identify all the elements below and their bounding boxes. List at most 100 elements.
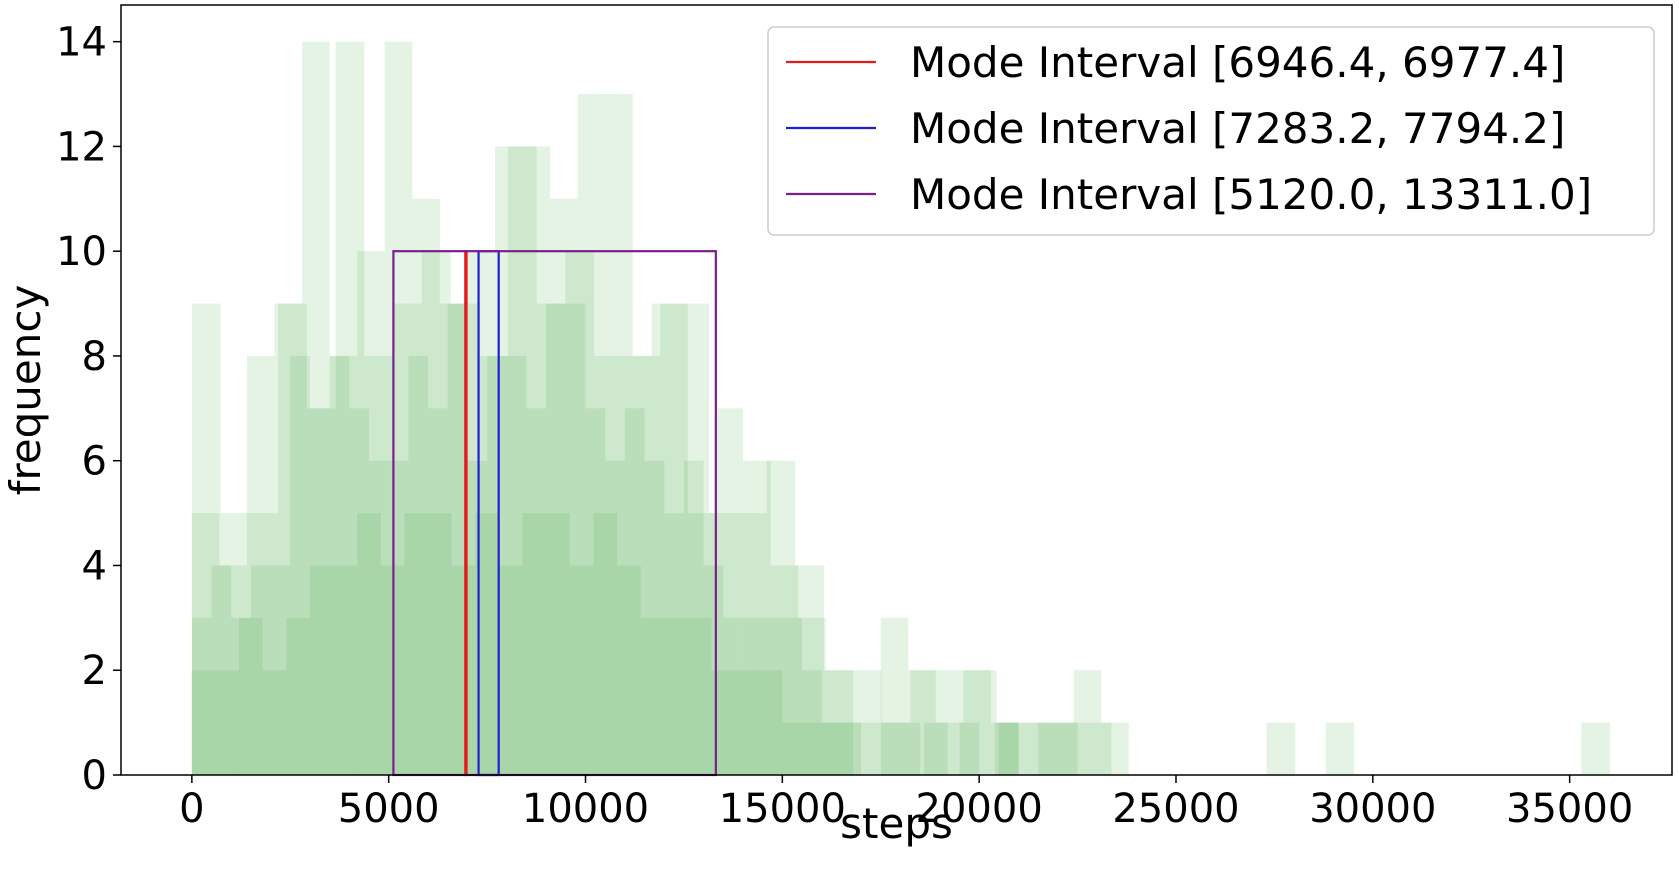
histogram-bar — [624, 408, 645, 775]
histogram-bar — [447, 303, 468, 775]
histogram-bar — [1101, 722, 1129, 775]
histogram-bar — [798, 617, 826, 775]
histogram-bar — [1025, 722, 1054, 775]
histogram-bar — [998, 722, 1019, 775]
histogram-bar — [852, 670, 882, 775]
histogram-bar — [467, 251, 495, 775]
y-tick-label: 10 — [56, 229, 107, 275]
histogram-bar — [782, 617, 803, 775]
x-axis-label: steps — [840, 799, 953, 848]
histogram-bar — [841, 722, 862, 775]
y-tick-label: 8 — [82, 334, 107, 380]
histogram-bars — [191, 41, 1611, 776]
histogram-bar — [412, 198, 440, 776]
histogram-bar — [821, 722, 842, 775]
legend-label: Mode Interval [7283.2, 7794.2] — [910, 104, 1565, 153]
histogram-bar — [569, 565, 594, 775]
histogram-bar — [1038, 722, 1058, 775]
histogram-bar — [829, 722, 854, 775]
histogram-bar — [687, 513, 716, 775]
legend-label: Mode Interval [6946.4, 6977.4] — [910, 38, 1565, 87]
x-tick-label: 0 — [179, 786, 204, 832]
x-tick-label: 5000 — [338, 786, 440, 832]
histogram-bar — [994, 722, 1019, 775]
histogram-bar — [250, 565, 271, 775]
histogram-bar — [782, 722, 806, 775]
histogram-bar — [594, 355, 623, 775]
histogram-bar — [479, 355, 508, 775]
histogram-bar — [664, 617, 688, 775]
histogram-bar — [262, 670, 287, 775]
histogram-bar — [335, 41, 365, 775]
histogram-bar — [802, 670, 822, 775]
histogram-bar — [735, 670, 759, 775]
histogram-bar — [908, 670, 936, 775]
mode-interval-box — [464, 250, 468, 777]
y-tick-label: 0 — [82, 753, 107, 799]
histogram-bar — [660, 303, 688, 775]
histogram-bar — [1018, 722, 1047, 775]
histogram-bar — [737, 513, 767, 775]
histogram-bar — [617, 565, 641, 775]
histogram-bar — [309, 408, 330, 775]
histogram-bar — [651, 303, 681, 775]
histogram-bar — [421, 251, 451, 775]
histogram-bar — [605, 94, 633, 776]
plot-frame — [120, 4, 1673, 776]
histogram-bar — [1082, 722, 1112, 775]
histogram-bar — [329, 355, 350, 775]
histogram-bar — [467, 460, 488, 775]
histogram-bar — [191, 303, 221, 775]
histogram-bar — [191, 617, 212, 775]
histogram-bar — [550, 198, 578, 776]
histogram-bar — [881, 722, 911, 775]
histogram-bar — [404, 513, 429, 775]
histogram-bar — [451, 565, 476, 775]
histogram-bar — [963, 670, 991, 775]
histogram-bar — [680, 303, 710, 775]
histogram-bar — [498, 565, 523, 775]
x-tick-label: 15000 — [719, 786, 846, 832]
histogram-bar — [959, 722, 980, 775]
histogram-bar — [715, 408, 743, 775]
y-axis-label: frequency — [1, 285, 50, 496]
histogram-bar — [329, 355, 358, 775]
histogram-bar — [585, 408, 606, 775]
histogram-bar — [246, 355, 275, 775]
y-tick-label: 6 — [82, 439, 107, 485]
x-tick-label: 25000 — [1112, 786, 1239, 832]
histogram-bar — [191, 513, 220, 775]
histogram-bar — [274, 303, 303, 775]
histogram-bar — [709, 513, 738, 775]
histogram-bar — [996, 722, 1026, 775]
x-tick-label: 20000 — [916, 786, 1043, 832]
legend-box — [767, 26, 1655, 236]
histogram-bar — [487, 355, 507, 775]
histogram-bar — [408, 355, 429, 775]
histogram-bar — [703, 565, 724, 775]
histogram-bar — [546, 303, 566, 775]
histogram-bar — [211, 565, 232, 775]
legend: Mode Interval [6946.4, 6977.4] Mode Inter… — [767, 26, 1655, 236]
histogram-bar — [393, 303, 422, 775]
histogram-bar — [758, 670, 783, 775]
histogram-bar — [723, 617, 743, 775]
histogram-bar — [910, 670, 940, 775]
histogram-bar — [924, 722, 948, 775]
y-axis-ticks: 0 2 4 6 8 10 12 14 — [56, 20, 121, 799]
y-tick-label: 14 — [56, 20, 107, 66]
histogram-bar — [795, 565, 825, 775]
histogram-bar — [306, 408, 336, 775]
histogram-bar — [215, 670, 240, 775]
histogram-bar — [687, 617, 712, 775]
histogram-bar — [762, 617, 783, 775]
histogram-bar — [1325, 722, 1355, 775]
histogram-bar — [1266, 722, 1296, 775]
histogram-bar — [191, 670, 216, 775]
histogram-bar — [522, 513, 547, 775]
histogram-bar — [742, 460, 771, 775]
histogram-bar — [439, 303, 468, 775]
histogram-bar — [357, 251, 385, 775]
histogram-bar — [1057, 722, 1078, 775]
histogram-bar — [644, 460, 665, 775]
